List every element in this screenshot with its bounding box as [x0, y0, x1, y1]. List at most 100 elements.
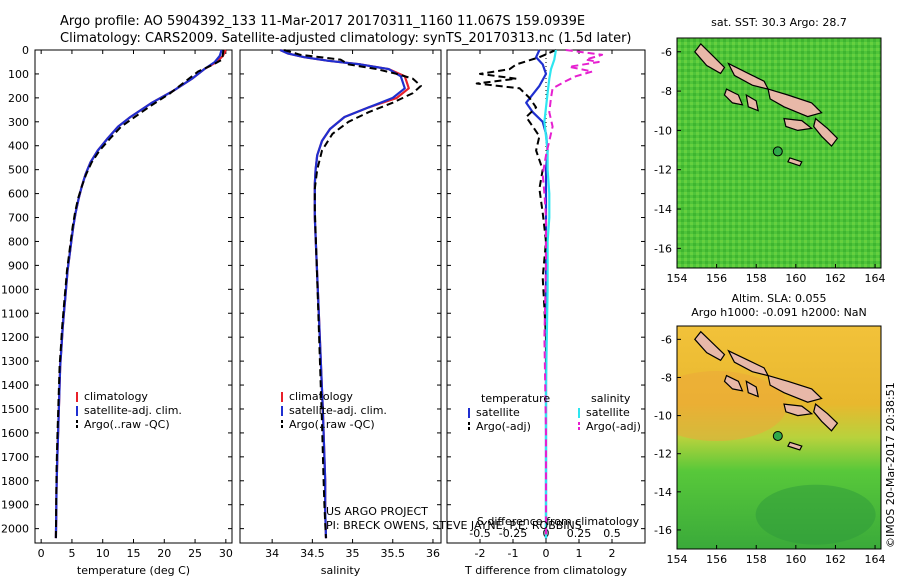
island-outline	[813, 117, 839, 148]
x-tick-label: 20	[157, 547, 171, 560]
map-features	[677, 330, 876, 545]
map-y-tick-label: -8	[661, 371, 672, 384]
map-x-tick-label: 162	[825, 272, 846, 285]
y-tick-label: 1900	[1, 499, 29, 512]
map-x-tick-label: 156	[706, 553, 727, 566]
series-line-3	[283, 49, 422, 539]
y-tick-label: 1600	[1, 427, 29, 440]
argo-position-marker	[772, 146, 783, 157]
x2-axis-label: S difference from climatology	[477, 515, 640, 528]
map-x-tick-label: 162	[825, 553, 846, 566]
y-tick-label: 1300	[1, 355, 29, 368]
map-features	[694, 42, 839, 167]
legend-label: Argo(-adj)	[476, 420, 531, 433]
y-tick-label: 1800	[1, 475, 29, 488]
y-tick-label: 1700	[1, 451, 29, 464]
legend-header: temperature	[481, 392, 550, 405]
y-tick-label: 400	[8, 140, 29, 153]
map-x-tick-label: 160	[785, 553, 806, 566]
y-tick-label: 1500	[1, 403, 29, 416]
map-frame	[676, 325, 882, 550]
y-tick-label: 900	[8, 259, 29, 272]
map-y-tick-label: -14	[654, 203, 672, 216]
legend-header: salinity	[591, 392, 631, 405]
island-outline	[783, 403, 814, 417]
y-tick-label: 1000	[1, 283, 29, 296]
series-line-3	[54, 49, 225, 539]
sla-high-region	[677, 371, 787, 442]
sla-low-region	[755, 484, 876, 545]
map-panel-2: 154 156 158 160 162 164 -6 -8 -10 -12 -14 -16 Altim.…	[654, 292, 886, 566]
x-tick-label: 34.5	[300, 547, 325, 560]
series-line-3	[543, 49, 557, 539]
map-x-tick-label: 160	[785, 272, 806, 285]
series-line-2	[475, 49, 557, 539]
y-tick-label: 1400	[1, 379, 29, 392]
island-outline	[767, 374, 823, 403]
title-line1: Argo profile: AO 5904392_133 11-Mar-2017…	[60, 14, 585, 29]
y-tick-label: 600	[8, 188, 29, 201]
project-line1: US ARGO PROJECT	[326, 505, 428, 518]
x-tick-label: 2	[609, 547, 616, 560]
y-tick-label: 100	[8, 68, 29, 81]
map-y-tick-label: -16	[654, 242, 672, 255]
island-outline	[723, 88, 744, 106]
map-y-tick-label: -16	[654, 524, 672, 537]
map-x-tick-label: 154	[667, 272, 688, 285]
x-axis-label: temperature (deg C)	[77, 564, 190, 577]
map-x-tick-label: 154	[667, 553, 688, 566]
profile-panel-1: 0 5 10 15 20 25 300100200300400500600700800900…	[1, 44, 233, 577]
x-axis-label: T difference from climatology	[464, 564, 627, 577]
map-y-tick-label: -12	[654, 164, 672, 177]
panel-frame	[239, 49, 442, 544]
legend-label: Argo(..raw -QC)	[289, 418, 375, 431]
argo-position-marker	[772, 430, 783, 441]
map-x-tick-label: 158	[746, 553, 767, 566]
x-tick-label: 1	[576, 547, 583, 560]
x-tick-label: 36	[426, 547, 440, 560]
map-y-tick-label: -12	[654, 448, 672, 461]
x-tick-label: 35.5	[381, 547, 406, 560]
map-y-tick-label: -6	[661, 46, 672, 59]
x-tick-label: 10	[96, 547, 110, 560]
map-y-tick-label: -8	[661, 85, 672, 98]
map-frame	[676, 37, 882, 269]
map-y-tick-label: -6	[661, 333, 672, 346]
side-stamp: ©IMOS 20-Mar-2017 20:38:51	[884, 382, 897, 548]
legend-label: satellite-adj. clim.	[84, 404, 182, 417]
island-outline	[745, 380, 760, 398]
y-tick-label: 2000	[1, 523, 29, 536]
y-tick-label: 1100	[1, 307, 29, 320]
x-tick-label: -1	[508, 547, 519, 560]
legend-label: climatology	[84, 390, 148, 403]
map-x-tick-label: 164	[865, 272, 886, 285]
map-panel-1: 154 156 158 160 162 164 -6 -8 -10 -12 -14 -16 sat. S…	[654, 16, 886, 285]
legend-label: Argo(..raw -QC)	[84, 418, 170, 431]
map-x-tick-label: 164	[865, 553, 886, 566]
x-axis-label: salinity	[321, 564, 361, 577]
y-tick-label: 1200	[1, 331, 29, 344]
series-line-4	[541, 49, 604, 539]
island-outline	[723, 374, 744, 392]
panel-frame	[34, 49, 233, 544]
y-tick-label: 200	[8, 92, 29, 105]
map-y-tick-label: -10	[654, 410, 672, 423]
x2-tick-label: 0.5	[603, 527, 621, 540]
x2-tick-label: -0.5	[469, 527, 490, 540]
legend-label: satellite	[476, 406, 520, 419]
y-tick-label: 0	[22, 44, 29, 57]
map-subtitle: Argo h1000: -0.091 h2000: NaN	[691, 306, 867, 319]
island-outline	[694, 330, 726, 362]
x-tick-label: 35	[346, 547, 360, 560]
island-outline	[783, 117, 814, 132]
x-tick-label: 34	[265, 547, 279, 560]
island-outline	[745, 93, 760, 112]
y-tick-label: 300	[8, 116, 29, 129]
island-outline	[813, 403, 839, 432]
island-outline	[694, 42, 726, 75]
map-y-tick-label: -14	[654, 486, 672, 499]
x-tick-label: 25	[188, 547, 202, 560]
map-title: Altim. SLA: 0.055	[731, 292, 826, 305]
legend-label: Argo(-adj)	[586, 420, 641, 433]
